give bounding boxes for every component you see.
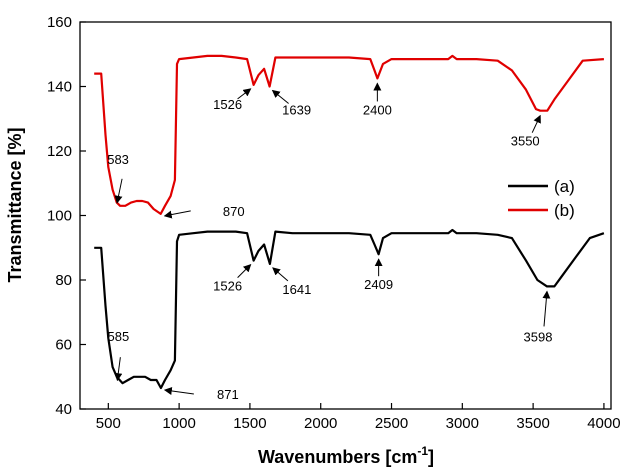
x-tick-label: 1000 xyxy=(162,415,195,432)
annotation-arrow xyxy=(114,178,123,204)
annotation-label: 585 xyxy=(108,329,130,344)
y-axis-title: Transmittance [%] xyxy=(5,127,25,282)
y-tick-label: 160 xyxy=(47,14,72,31)
annotation-arrow xyxy=(237,263,252,279)
annotation-label: 871 xyxy=(217,387,239,402)
annotation-arrow xyxy=(163,387,194,395)
annotation-label: 1639 xyxy=(282,103,311,118)
x-tick-label: 500 xyxy=(96,415,121,432)
annotation-arrow xyxy=(114,357,123,382)
y-tick-label: 60 xyxy=(55,337,72,354)
plot-frame xyxy=(79,21,612,410)
annotations: 583 870 1526 1639 2400 3550 585 871 1526 1641 2409… xyxy=(107,82,553,402)
axes: 500 1000 1500 2000 2500 3000 3500 4000 40 60 80 100… xyxy=(47,14,621,432)
y-tick-label: 40 xyxy=(55,401,72,418)
x-tick-label: 1500 xyxy=(233,415,266,432)
annotation-label: 870 xyxy=(223,204,245,219)
annotation-label: 2409 xyxy=(364,277,393,292)
annotation-arrow xyxy=(531,114,541,133)
annotation-label: 2400 xyxy=(363,102,392,117)
annotation-arrow xyxy=(542,290,551,327)
y-tick-label: 100 xyxy=(47,208,72,225)
annotation-arrow xyxy=(163,210,191,219)
annotation-label: 1526 xyxy=(213,279,242,294)
annotation-label: 583 xyxy=(107,152,129,167)
y-tick-label: 80 xyxy=(55,272,72,289)
x-axis-title-superscript: -1 xyxy=(417,444,428,458)
annotation-label: 1641 xyxy=(282,282,311,297)
x-tick-label: 3000 xyxy=(446,415,479,432)
y-tick-label: 140 xyxy=(47,79,72,96)
x-tick-label: 4000 xyxy=(587,415,620,432)
legend-label-a: (a) xyxy=(554,177,575,196)
annotation-arrow xyxy=(271,89,289,104)
annotation-label: 3598 xyxy=(524,329,553,344)
series-line-a xyxy=(94,228,605,390)
legend: (a) (b) xyxy=(508,177,575,220)
x-tick-label: 2000 xyxy=(304,415,337,432)
legend-label-b: (b) xyxy=(554,201,575,220)
plot-area xyxy=(94,54,605,390)
annotation-label: 3550 xyxy=(511,134,540,149)
series-line-b xyxy=(94,54,604,215)
x-tick-label: 2500 xyxy=(375,415,408,432)
x-axis-title: Wavenumbers [cm-1] xyxy=(258,444,434,467)
x-tick-label: 3500 xyxy=(516,415,549,432)
x-axis-title-main: Wavenumbers [cm xyxy=(258,447,417,467)
annotation-label: 1526 xyxy=(213,97,242,112)
annotation-arrow xyxy=(272,267,289,282)
y-tick-label: 120 xyxy=(47,143,72,160)
x-axis-title-close: ] xyxy=(428,447,434,467)
annotation-arrow xyxy=(237,88,252,100)
